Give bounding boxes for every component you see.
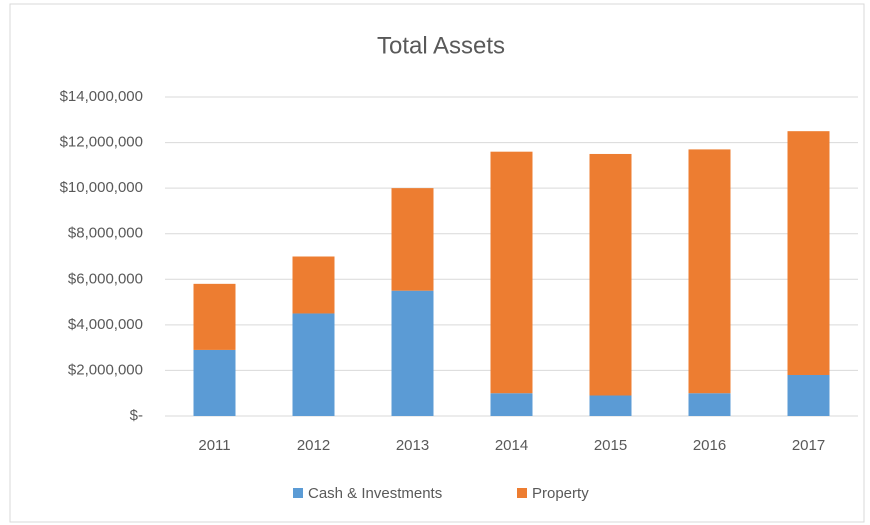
bar-segment — [787, 374, 830, 416]
chart-title: Total Assets — [377, 32, 505, 59]
legend-label: Property — [532, 485, 589, 502]
x-tick-label: 2016 — [693, 437, 726, 454]
x-tick-label: 2014 — [495, 437, 528, 454]
bar-segment — [688, 393, 731, 416]
y-tick-label: $12,000,000 — [60, 134, 143, 151]
bar-segment — [589, 395, 632, 416]
y-tick-label: $2,000,000 — [68, 361, 143, 378]
bar-segment — [292, 313, 335, 416]
bar-segment — [688, 149, 731, 394]
y-tick-label: $4,000,000 — [68, 316, 143, 333]
bar-segment — [391, 188, 434, 291]
legend-label: Cash & Investments — [308, 485, 442, 502]
x-tick-label: 2011 — [198, 437, 230, 454]
x-tick-label: 2015 — [594, 437, 627, 454]
legend-swatch — [293, 488, 303, 498]
y-tick-label: $6,000,000 — [68, 270, 143, 287]
bar-segment — [193, 283, 236, 350]
x-tick-label: 2013 — [396, 437, 429, 454]
x-tick-label: 2017 — [792, 437, 825, 454]
y-tick-label: $14,000,000 — [60, 88, 143, 105]
y-tick-label: $10,000,000 — [60, 179, 143, 196]
bar-segment — [589, 153, 632, 396]
y-tick-label: $- — [130, 407, 143, 424]
y-tick-label: $8,000,000 — [68, 225, 143, 242]
legend-swatch — [517, 488, 527, 498]
bar-segment — [787, 131, 830, 375]
x-tick-label: 2012 — [297, 437, 330, 454]
bar-segment — [391, 290, 434, 416]
bar-segment — [490, 393, 533, 416]
bar-segment — [490, 151, 533, 394]
bar-segment — [193, 349, 236, 416]
bar-segment — [292, 256, 335, 314]
chart-border — [9, 3, 865, 523]
